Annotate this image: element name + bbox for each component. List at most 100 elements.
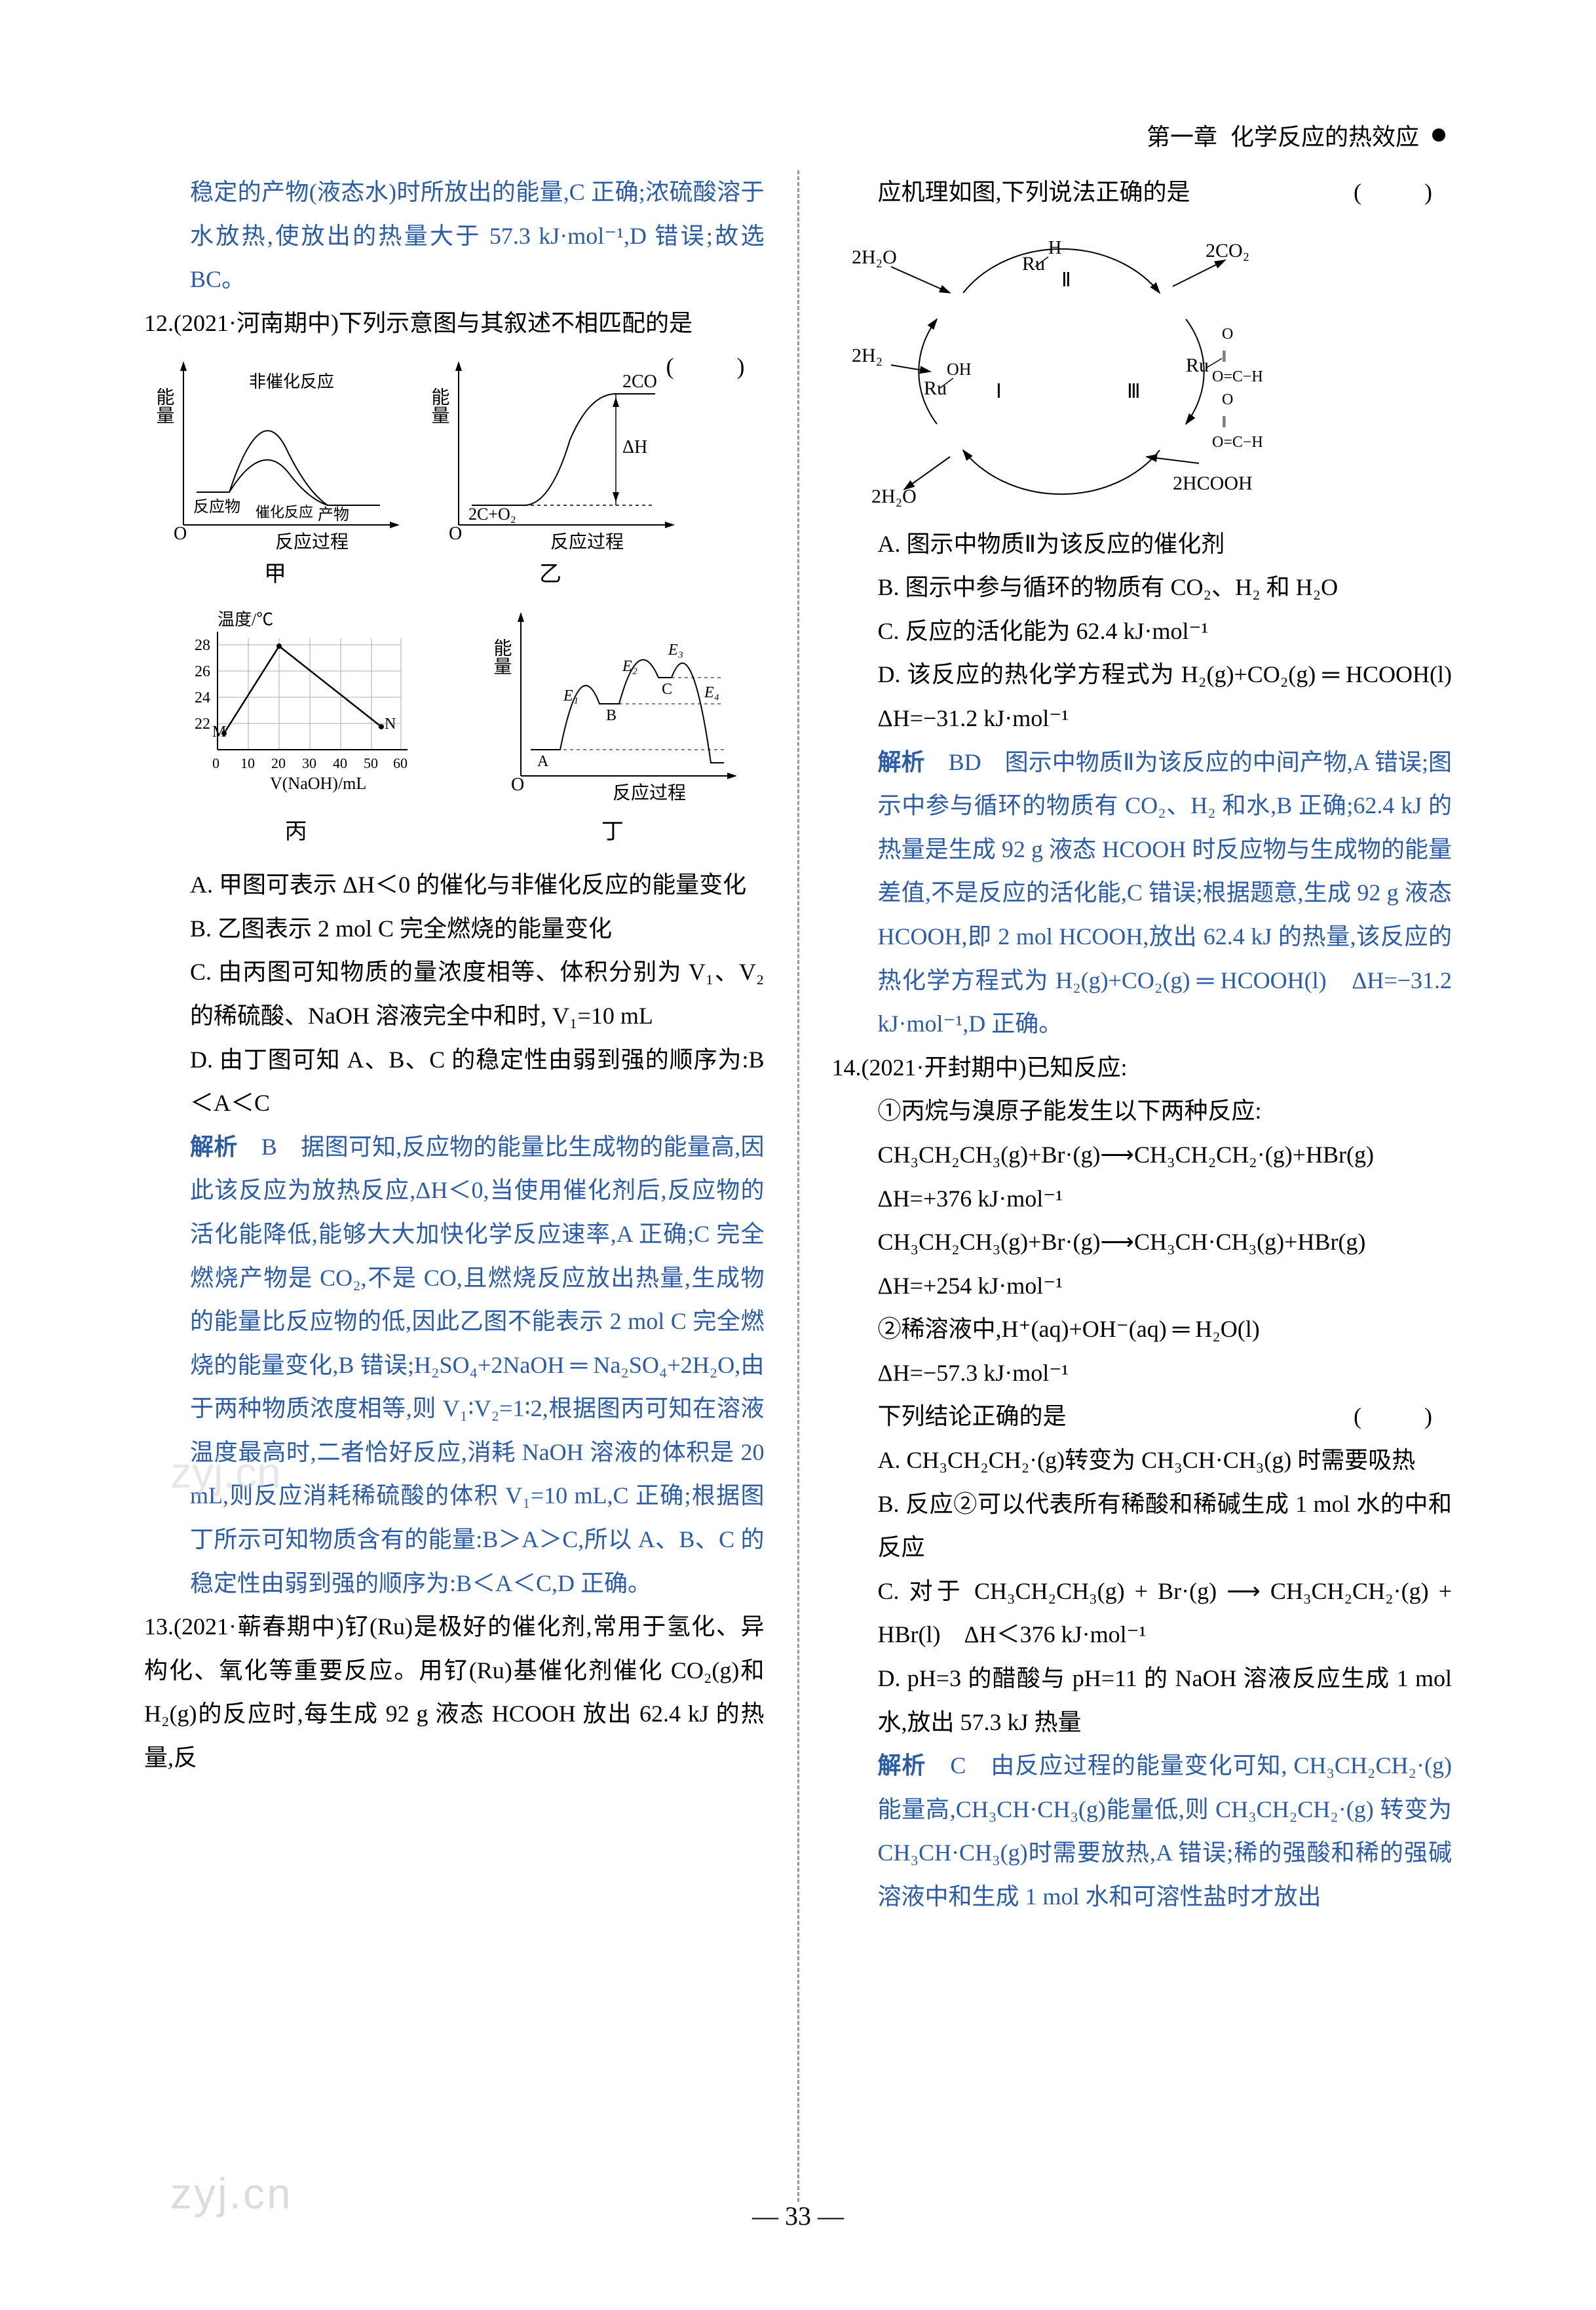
q14-line1: ①丙烷与溴原子能发生以下两种反应: <box>832 1089 1453 1133</box>
graph-ding-svg: 能量 E₁ E₂ E₃ E₄ A B C 反应过程 O <box>482 606 744 809</box>
svg-text:H: H <box>1048 238 1061 258</box>
q13-option-d: D. 该反应的热化学方程式为 H₂(g)+CO₂(g) ═ HCOOH(l) Δ… <box>832 653 1453 740</box>
svg-text:OH: OH <box>947 360 972 379</box>
svg-text:催化反应: 催化反应 <box>256 504 313 520</box>
q14-stem: 14.(2021·开封期中)已知反应: <box>832 1046 1453 1090</box>
svg-text:10: 10 <box>240 755 255 771</box>
q13-answer: 解析 BD 图示中物质Ⅱ为该反应的中间产物,A 错误;图示中参与循环的物质有 C… <box>832 741 1453 1046</box>
svg-text:2CO₂: 2CO₂ <box>1206 240 1249 261</box>
svg-text:非催化反应: 非催化反应 <box>249 372 334 391</box>
left-column: 稳定的产物(液态水)时所放出的能量,C 正确;浓硫酸溶于水放热,使放出的热量大于… <box>144 170 765 2202</box>
q12-option-b: B. 乙图表示 2 mol C 完全燃烧的能量变化 <box>144 907 765 951</box>
svg-text:O: O <box>511 775 524 795</box>
svg-text:E₂: E₂ <box>622 658 637 675</box>
graph-row-1: 能量 非催化反应 反应物 催化反应 产物 反应过程 O 甲 <box>144 355 666 596</box>
svg-text:50: 50 <box>364 755 378 771</box>
answer-label: 解析 <box>878 1752 926 1779</box>
svg-text:40: 40 <box>333 755 347 771</box>
q12-option-d: D. 由丁图可知 A、B、C 的稳定性由弱到强的顺序为:B＜A＜C <box>144 1038 765 1125</box>
q14-source: (2021·开封期中) <box>862 1054 1027 1081</box>
q12-text: 下列示意图与其叙述不相匹配的是 <box>339 310 693 336</box>
svg-text:O=C−H: O=C−H <box>1212 434 1263 451</box>
watermark-bottom: zyj.cn <box>170 2168 293 2218</box>
graph-yi-label: 乙 <box>419 554 681 596</box>
svg-text:E₃: E₃ <box>668 642 683 659</box>
svg-text:Ⅲ: Ⅲ <box>1127 381 1141 402</box>
page-number: — 33 — <box>752 2201 844 2231</box>
q14-number: 14. <box>832 1054 862 1081</box>
graph-row-2: 温度/℃ 28 26 24 <box>144 606 765 853</box>
q13-source: (2021·蕲春期中) <box>174 1613 344 1640</box>
graph-jia: 能量 非催化反应 反应物 催化反应 产物 反应过程 O 甲 <box>144 355 406 596</box>
svg-text:26: 26 <box>195 663 210 680</box>
svg-text:O=C−H: O=C−H <box>1212 368 1263 385</box>
svg-text:O: O <box>449 524 462 544</box>
q13-cont: 应机理如图,下列说法正确的是 ( ) <box>832 170 1453 214</box>
graph-yi-svg: 能量 2CO ΔH 2C+O₂ 反应过程 O <box>419 355 681 551</box>
q14-line2: ②稀溶液中,H⁺(aq)+OH⁻(aq) ═ H₂O(l) <box>832 1307 1453 1351</box>
svg-text:Ⅰ: Ⅰ <box>996 381 1002 402</box>
header-dot-icon <box>1432 128 1445 142</box>
svg-text:Ⅱ: Ⅱ <box>1061 269 1071 291</box>
answer-letter: C <box>950 1752 966 1779</box>
answer-letter: B <box>261 1134 277 1160</box>
graph-ding: 能量 E₁ E₂ E₃ E₄ A B C 反应过程 O <box>482 606 744 853</box>
q13-stem: 13.(2021·蕲春期中)钌(Ru)是极好的催化剂,常用于氢化、异构化、氧化等… <box>144 1605 765 1779</box>
svg-text:2H₂O: 2H₂O <box>852 246 897 268</box>
q13-option-c: C. 反应的活化能为 62.4 kJ·mol⁻¹ <box>832 609 1453 653</box>
graph-bing-svg: 温度/℃ 28 26 24 <box>165 606 427 809</box>
page-header: 第一章 化学反应的热效应 <box>1147 118 1445 152</box>
q14-lead: 已知反应: <box>1026 1054 1127 1081</box>
svg-text:O: O <box>1222 326 1233 343</box>
q12-option-c: C. 由丙图可知物质的量浓度相等、体积分别为 V₁、V₂ 的稀硫酸、NaOH 溶… <box>144 950 765 1037</box>
graph-ding-label: 丁 <box>482 812 744 853</box>
q14-reaction2: CH₃CH₂CH₃(g)+Br·(g)⟶CH₃CH·CH₃(g)+HBr(g) … <box>832 1220 1453 1307</box>
svg-text:反应过程: 反应过程 <box>550 531 624 551</box>
column-divider <box>797 170 799 2202</box>
cycle-diagram: 2H₂O Ru H Ⅱ 2CO₂ Ru O ‖ O=C−H Ⅲ 2H₂ Ru O… <box>832 221 1453 509</box>
svg-text:N: N <box>385 716 396 733</box>
answer-letter: BD <box>949 749 981 775</box>
q13-option-a: A. 图示中物质Ⅱ为该反应的催化剂 <box>832 522 1453 566</box>
svg-text:2C+O₂: 2C+O₂ <box>468 505 516 524</box>
svg-text:28: 28 <box>195 637 210 654</box>
q12-answer: 解析 B 据图可知,反应物的能量比生成物的能量高,因此该反应为放热反应,ΔH＜0… <box>144 1125 765 1606</box>
svg-text:反应过程: 反应过程 <box>275 531 349 551</box>
q12-option-a: A. 甲图可表示 ΔH＜0 的催化与非催化反应的能量变化 <box>144 863 765 907</box>
watermark-mid: zyj.cn <box>170 1448 281 1497</box>
svg-text:能量: 能量 <box>491 638 511 675</box>
q14-option-b: B. 反应②可以代表所有稀酸和稀碱生成 1 mol 水的中和反应 <box>832 1482 1453 1569</box>
svg-text:‖: ‖ <box>1222 414 1226 431</box>
svg-text:30: 30 <box>302 755 316 771</box>
svg-text:60: 60 <box>393 755 408 771</box>
q14-option-c: C. 对于 CH₃CH₂CH₃(g) + Br·(g) ⟶ CH₃CH₂CH₂·… <box>832 1569 1453 1657</box>
graph-yi: 能量 2CO ΔH 2C+O₂ 反应过程 O 乙 <box>419 355 681 596</box>
svg-text:能量: 能量 <box>154 387 174 424</box>
q13-number: 13. <box>144 1613 174 1640</box>
svg-text:V(NaOH)/mL: V(NaOH)/mL <box>270 774 366 793</box>
q12-number: 12. <box>144 310 174 336</box>
svg-text:产物: 产物 <box>318 506 349 524</box>
q13-option-b: B. 图示中参与循环的物质有 CO₂、H₂ 和 H₂O <box>832 566 1453 609</box>
svg-text:0: 0 <box>212 755 219 771</box>
svg-text:‖: ‖ <box>1222 349 1226 366</box>
prev-continuation: 稳定的产物(液态水)时所放出的能量,C 正确;浓硫酸溶于水放热,使放出的热量大于… <box>144 170 765 301</box>
q14-question: 下列结论正确的是 ( ) <box>832 1395 1453 1438</box>
svg-text:2HCOOH: 2HCOOH <box>1173 472 1253 494</box>
svg-text:M: M <box>212 723 226 741</box>
svg-text:2CO: 2CO <box>622 372 657 392</box>
answer-label: 解析 <box>190 1134 238 1160</box>
svg-text:Ru: Ru <box>1022 253 1045 275</box>
chapter-label: 第一章 <box>1147 118 1217 152</box>
q14-dh2: ΔH=−57.3 kJ·mol⁻¹ <box>832 1351 1453 1395</box>
answer-text: 图示中物质Ⅱ为该反应的中间产物,A 错误;图示中参与循环的物质有 CO₂、H₂ … <box>878 749 1453 1037</box>
graph-jia-label: 甲 <box>144 554 406 596</box>
chapter-title: 化学反应的热效应 <box>1230 118 1419 152</box>
svg-text:Ru: Ru <box>1186 355 1209 376</box>
right-column: 应机理如图,下列说法正确的是 ( ) <box>832 170 1453 2202</box>
graph-bing-label: 丙 <box>165 812 427 853</box>
q14-answer: 解析 C 由反应过程的能量变化可知, CH₃CH₂CH₂·(g)能量高,CH₃C… <box>832 1744 1453 1918</box>
svg-text:24: 24 <box>195 689 210 706</box>
svg-text:ΔH: ΔH <box>622 437 647 457</box>
svg-text:2H₂O: 2H₂O <box>871 486 917 507</box>
